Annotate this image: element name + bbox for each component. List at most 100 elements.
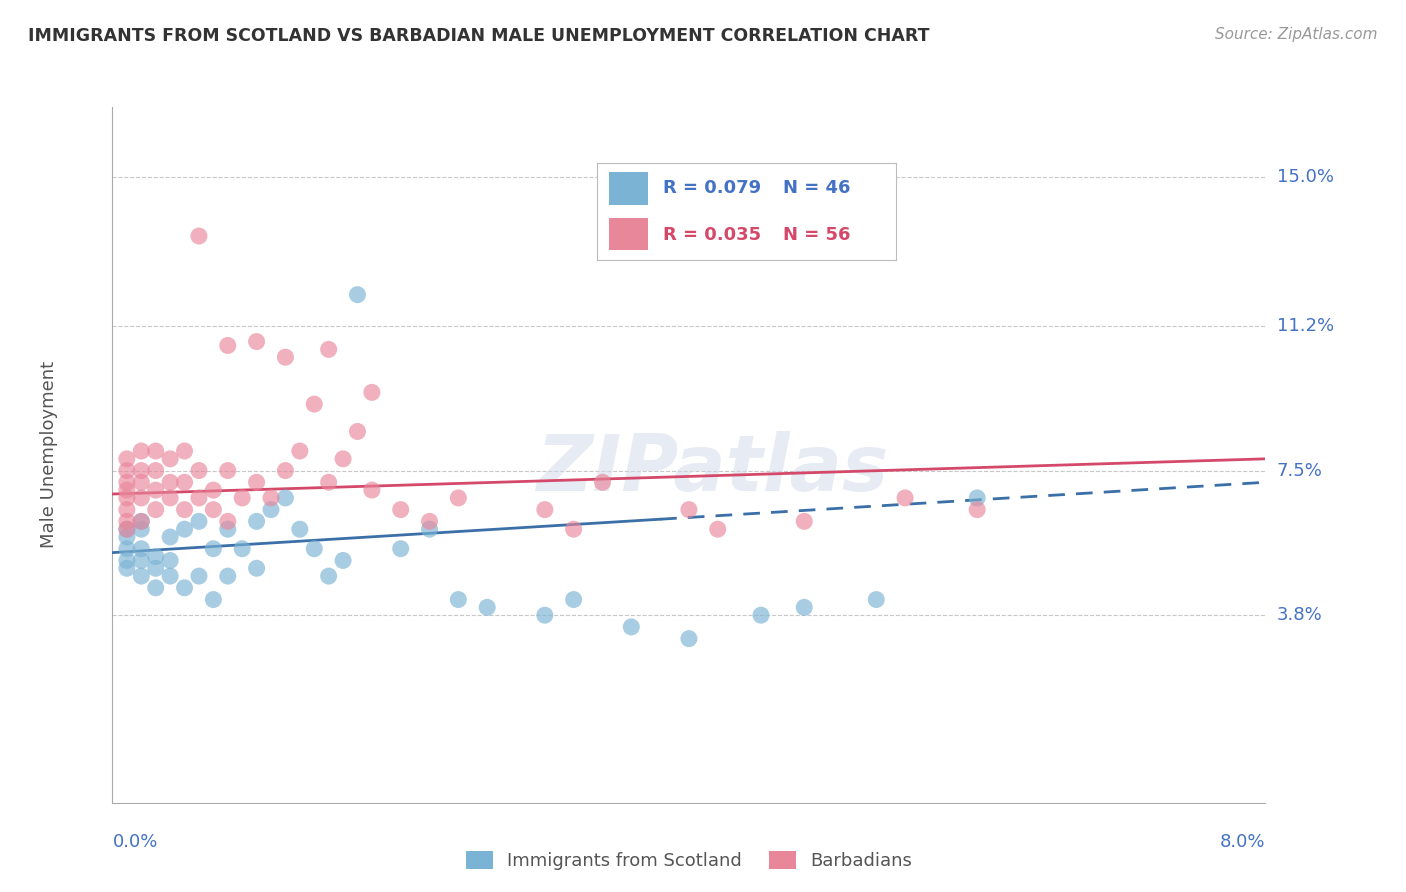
Point bbox=[115, 541, 138, 556]
Text: Male Unemployment: Male Unemployment bbox=[39, 361, 58, 549]
Point bbox=[115, 514, 138, 528]
Point bbox=[231, 541, 253, 556]
Point bbox=[173, 444, 195, 458]
Point bbox=[188, 229, 211, 244]
Point bbox=[173, 581, 195, 595]
Point bbox=[318, 569, 340, 583]
Point bbox=[173, 522, 195, 536]
Point bbox=[749, 608, 772, 623]
Point bbox=[274, 491, 297, 505]
Point bbox=[159, 530, 181, 544]
Point bbox=[145, 483, 167, 497]
Point bbox=[115, 502, 138, 516]
Text: IMMIGRANTS FROM SCOTLAND VS BARBADIAN MALE UNEMPLOYMENT CORRELATION CHART: IMMIGRANTS FROM SCOTLAND VS BARBADIAN MA… bbox=[28, 27, 929, 45]
Point bbox=[145, 502, 167, 516]
Point bbox=[865, 592, 887, 607]
Point bbox=[288, 522, 311, 536]
Point bbox=[894, 491, 917, 505]
Point bbox=[115, 553, 138, 567]
Point bbox=[592, 475, 614, 490]
Point bbox=[145, 581, 167, 595]
Point bbox=[159, 569, 181, 583]
Text: 8.0%: 8.0% bbox=[1220, 833, 1265, 851]
Text: 11.2%: 11.2% bbox=[1277, 317, 1334, 334]
Point bbox=[260, 491, 283, 505]
Point bbox=[115, 475, 138, 490]
Point bbox=[115, 491, 138, 505]
Point bbox=[447, 592, 470, 607]
Point bbox=[793, 514, 815, 528]
Point bbox=[245, 334, 267, 349]
Point bbox=[129, 514, 153, 528]
Point bbox=[419, 514, 441, 528]
Point bbox=[159, 553, 181, 567]
Bar bbox=[609, 219, 648, 251]
Text: R = 0.079: R = 0.079 bbox=[662, 179, 761, 197]
Point bbox=[533, 608, 555, 623]
Text: 0.0%: 0.0% bbox=[112, 833, 157, 851]
Point bbox=[245, 514, 267, 528]
Point bbox=[217, 522, 239, 536]
Point bbox=[217, 338, 239, 352]
Point bbox=[217, 514, 239, 528]
Point bbox=[129, 569, 153, 583]
Point bbox=[245, 561, 267, 575]
Point bbox=[217, 464, 239, 478]
Point bbox=[533, 502, 555, 516]
Point bbox=[562, 522, 585, 536]
Point bbox=[318, 343, 340, 357]
Text: Source: ZipAtlas.com: Source: ZipAtlas.com bbox=[1215, 27, 1378, 42]
Text: ZIPatlas: ZIPatlas bbox=[536, 431, 889, 507]
Point bbox=[145, 444, 167, 458]
Point bbox=[274, 464, 297, 478]
Text: 7.5%: 7.5% bbox=[1277, 461, 1323, 480]
Point bbox=[115, 451, 138, 466]
Point bbox=[245, 475, 267, 490]
Point bbox=[620, 620, 643, 634]
Point bbox=[115, 561, 138, 575]
Point bbox=[966, 491, 988, 505]
Point bbox=[346, 287, 368, 301]
Point bbox=[332, 451, 354, 466]
Point bbox=[145, 464, 167, 478]
Point bbox=[304, 397, 326, 411]
Point bbox=[389, 541, 412, 556]
Point bbox=[129, 553, 153, 567]
Point bbox=[274, 350, 297, 364]
Point bbox=[966, 502, 988, 516]
Legend: Immigrants from Scotland, Barbadians: Immigrants from Scotland, Barbadians bbox=[458, 844, 920, 877]
Point bbox=[231, 491, 253, 505]
Point bbox=[188, 491, 211, 505]
Point bbox=[173, 502, 195, 516]
Point bbox=[332, 553, 354, 567]
Point bbox=[678, 632, 700, 646]
Point bbox=[202, 502, 225, 516]
Bar bbox=[609, 172, 648, 204]
Point bbox=[188, 569, 211, 583]
Point bbox=[159, 475, 181, 490]
Point bbox=[318, 475, 340, 490]
Point bbox=[447, 491, 470, 505]
Point bbox=[145, 549, 167, 564]
Point bbox=[159, 451, 181, 466]
Point bbox=[304, 541, 326, 556]
Point bbox=[360, 385, 382, 400]
Point bbox=[173, 475, 195, 490]
Text: N = 46: N = 46 bbox=[783, 179, 851, 197]
Point bbox=[419, 522, 441, 536]
Point bbox=[159, 491, 181, 505]
Point bbox=[129, 541, 153, 556]
Point bbox=[129, 522, 153, 536]
Text: R = 0.035: R = 0.035 bbox=[662, 226, 761, 244]
Point bbox=[288, 444, 311, 458]
Text: N = 56: N = 56 bbox=[783, 226, 851, 244]
Point bbox=[202, 592, 225, 607]
Point bbox=[360, 483, 382, 497]
Text: 15.0%: 15.0% bbox=[1277, 169, 1333, 186]
Point bbox=[129, 475, 153, 490]
Point bbox=[188, 514, 211, 528]
Point bbox=[129, 491, 153, 505]
Text: 3.8%: 3.8% bbox=[1277, 607, 1322, 624]
Point bbox=[562, 592, 585, 607]
Point bbox=[129, 464, 153, 478]
